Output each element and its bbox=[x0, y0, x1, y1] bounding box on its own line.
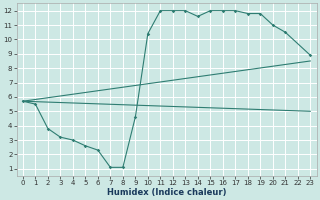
X-axis label: Humidex (Indice chaleur): Humidex (Indice chaleur) bbox=[107, 188, 226, 197]
